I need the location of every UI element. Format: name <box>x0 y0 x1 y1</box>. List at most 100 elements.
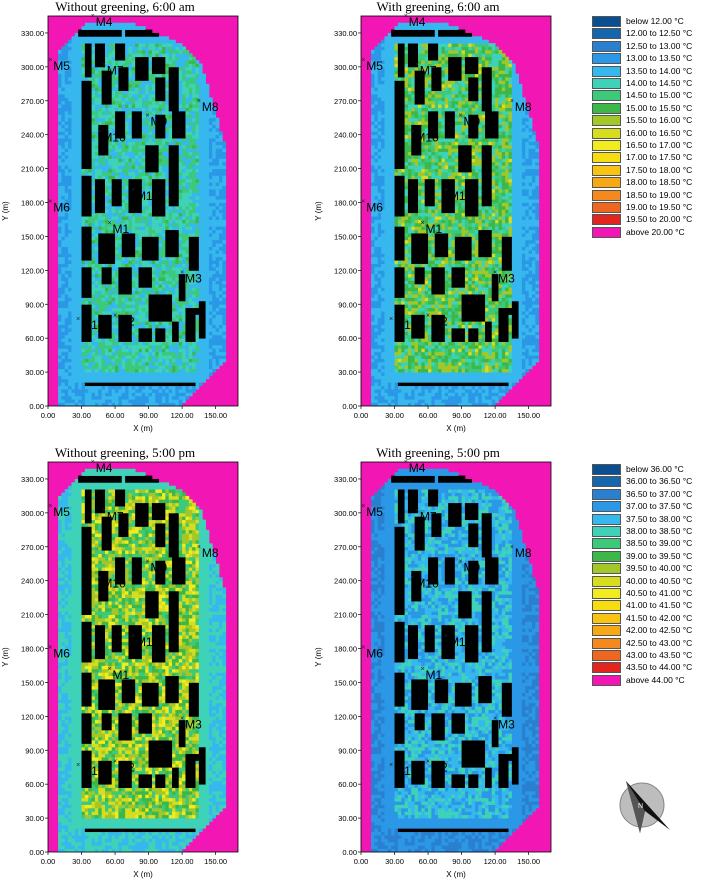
heatmap-cell <box>168 144 173 149</box>
heatmap-cell <box>91 56 96 61</box>
heatmap-cell <box>202 344 206 349</box>
heatmap-cell <box>58 290 62 295</box>
heatmap-cell <box>71 216 76 220</box>
heatmap-cell <box>88 243 92 248</box>
heatmap-cell <box>145 256 149 261</box>
heatmap-cell <box>71 134 76 139</box>
heatmap-cell <box>108 355 113 359</box>
heatmap-cell <box>61 324 66 329</box>
heatmap-cell <box>155 151 160 156</box>
heatmap-cell <box>111 121 116 125</box>
heatmap-cell <box>138 165 143 170</box>
heatmap-cell <box>175 209 180 214</box>
heatmap-cell <box>155 104 160 108</box>
heatmap-cell <box>121 300 126 305</box>
heatmap-cell <box>71 314 76 319</box>
heatmap-cell <box>94 192 99 197</box>
heatmap-cell <box>141 205 146 210</box>
heatmap-cell <box>155 297 160 302</box>
heatmap-cell <box>78 341 82 346</box>
heatmap-cell <box>84 233 89 237</box>
heatmap-cell <box>121 297 126 302</box>
heatmap-cell <box>198 158 203 163</box>
heatmap-cell <box>98 304 103 309</box>
heatmap-cell <box>202 110 206 115</box>
heatmap-cell <box>64 226 69 231</box>
heatmap-cell <box>172 263 176 268</box>
heatmap-cell <box>81 43 86 47</box>
heatmap-cell <box>125 311 129 315</box>
heatmap-cell <box>121 331 126 336</box>
heatmap-cell <box>78 134 82 139</box>
heatmap-cell <box>165 280 170 285</box>
heatmap-cell <box>108 314 113 319</box>
heatmap-cell <box>151 202 156 207</box>
heatmap-cell <box>98 199 103 203</box>
heatmap-cell <box>125 321 129 326</box>
heatmap-cell <box>101 385 106 390</box>
heatmap-cell <box>88 246 92 251</box>
heatmap-cell <box>88 60 92 64</box>
heatmap-cell <box>172 165 176 170</box>
heatmap-cell <box>175 378 180 383</box>
heatmap-cell <box>155 324 160 329</box>
heatmap-cell <box>81 266 86 271</box>
heatmap-cell <box>155 365 160 370</box>
heatmap-cell <box>94 121 99 125</box>
heatmap-cell <box>158 94 163 98</box>
heatmap-cell <box>118 331 123 336</box>
heatmap-cell <box>195 233 200 237</box>
heatmap-cell <box>108 87 113 92</box>
heatmap-cell <box>135 188 139 193</box>
heatmap-cell <box>58 338 62 342</box>
heatmap-cell <box>101 297 106 302</box>
heatmap-cell <box>198 382 203 387</box>
heatmap-cell <box>162 355 166 359</box>
heatmap-cell <box>135 331 139 336</box>
heatmap-cell <box>68 236 72 241</box>
heatmap-cell <box>135 375 139 380</box>
heatmap-cell <box>141 43 146 47</box>
heatmap-cell <box>74 317 79 322</box>
heatmap-cell <box>58 80 62 85</box>
heatmap-cell <box>81 90 86 95</box>
heatmap-cell <box>148 385 153 390</box>
heatmap-cell <box>185 151 190 156</box>
heatmap-cell <box>178 311 183 315</box>
heatmap-cell <box>94 402 99 407</box>
heatmap-cell <box>74 263 79 268</box>
heatmap-cell <box>101 148 106 153</box>
heatmap-cell <box>138 114 143 119</box>
heatmap-cell <box>121 49 126 54</box>
heatmap-cell <box>81 277 86 281</box>
heatmap-cell <box>192 358 196 363</box>
heatmap-cell <box>111 233 116 237</box>
heatmap-cell <box>172 382 176 387</box>
heatmap-cell <box>94 314 99 319</box>
heatmap-cell <box>135 199 139 203</box>
heatmap-cell <box>94 53 99 58</box>
heatmap-cell <box>128 205 133 210</box>
heatmap-cell <box>98 188 103 193</box>
heatmap-cell <box>195 314 200 319</box>
heatmap-cell <box>138 216 143 220</box>
heatmap-cell <box>145 273 149 278</box>
heatmap-cell <box>81 185 86 190</box>
heatmap-cell <box>71 70 76 75</box>
heatmap-cell <box>198 226 203 231</box>
heatmap-cell <box>141 283 146 288</box>
heatmap-cell <box>98 46 103 51</box>
heatmap-cell <box>135 246 139 251</box>
heatmap-cell <box>135 355 139 359</box>
heatmap-cell <box>81 253 86 258</box>
heatmap-cell <box>74 239 79 244</box>
heatmap-cell <box>168 165 173 170</box>
heatmap-cell <box>125 402 129 407</box>
heatmap-cell <box>128 124 133 129</box>
heatmap-cell <box>101 253 106 258</box>
heatmap-cell <box>131 334 136 339</box>
heatmap-cell <box>148 287 153 292</box>
heatmap-cell <box>105 375 109 380</box>
heatmap-cell <box>58 236 62 241</box>
heatmap-cell <box>131 392 136 397</box>
